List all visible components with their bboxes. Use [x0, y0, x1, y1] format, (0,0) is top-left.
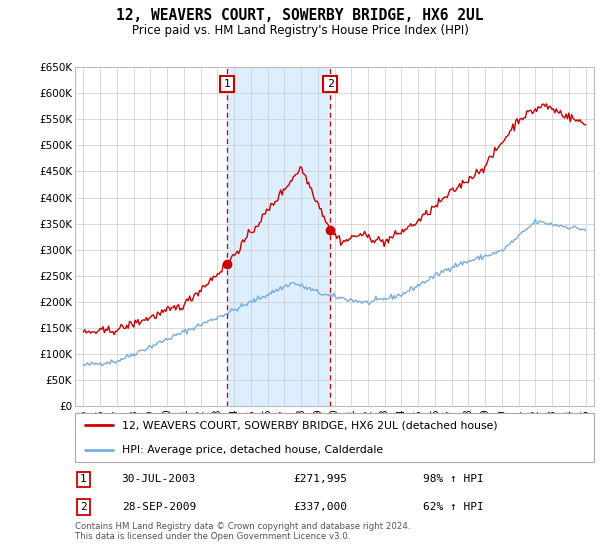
Text: 12, WEAVERS COURT, SOWERBY BRIDGE, HX6 2UL: 12, WEAVERS COURT, SOWERBY BRIDGE, HX6 2…: [116, 8, 484, 24]
Text: 98% ↑ HPI: 98% ↑ HPI: [423, 474, 484, 484]
Text: 62% ↑ HPI: 62% ↑ HPI: [423, 502, 484, 512]
Text: 2: 2: [80, 502, 87, 512]
Text: 30-JUL-2003: 30-JUL-2003: [122, 474, 196, 484]
Text: 2: 2: [327, 79, 334, 89]
Text: 28-SEP-2009: 28-SEP-2009: [122, 502, 196, 512]
Text: 1: 1: [223, 79, 230, 89]
Text: 1: 1: [80, 474, 87, 484]
Bar: [227, 67, 331, 406]
Text: Contains HM Land Registry data © Crown copyright and database right 2024.
This d: Contains HM Land Registry data © Crown c…: [75, 522, 410, 542]
Text: 12, WEAVERS COURT, SOWERBY BRIDGE, HX6 2UL (detached house): 12, WEAVERS COURT, SOWERBY BRIDGE, HX6 2…: [122, 420, 497, 430]
Text: HPI: Average price, detached house, Calderdale: HPI: Average price, detached house, Cald…: [122, 445, 383, 455]
Text: £271,995: £271,995: [293, 474, 347, 484]
Text: Price paid vs. HM Land Registry's House Price Index (HPI): Price paid vs. HM Land Registry's House …: [131, 24, 469, 37]
FancyBboxPatch shape: [75, 413, 594, 462]
Text: £337,000: £337,000: [293, 502, 347, 512]
